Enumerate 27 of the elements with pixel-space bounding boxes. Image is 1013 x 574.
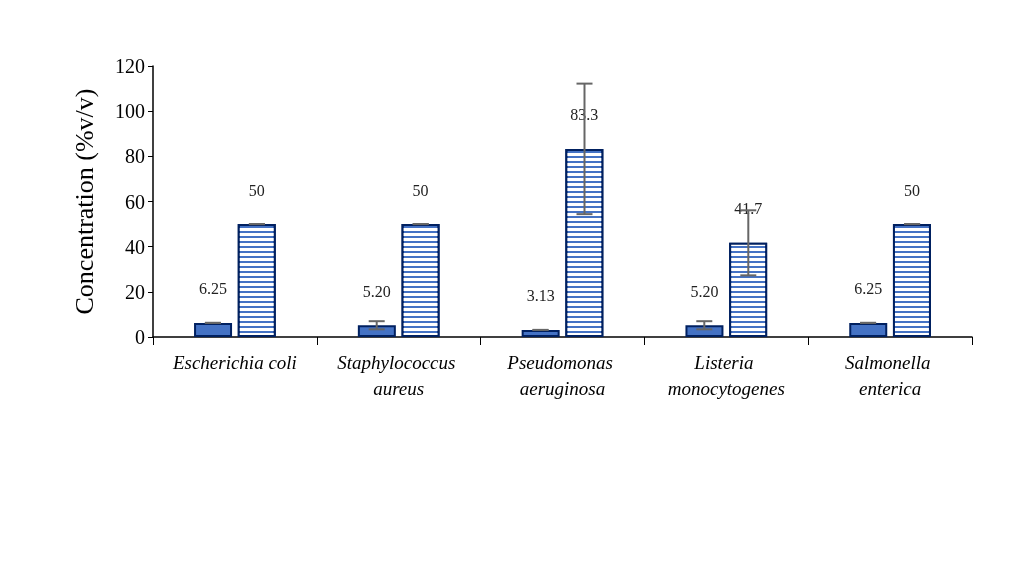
y-axis-title: Concentration (%v/v) — [69, 88, 99, 315]
bar — [357, 325, 396, 337]
data-label: 41.7 — [734, 200, 763, 218]
y-tick-label: 0 — [135, 326, 145, 348]
bar — [521, 329, 560, 337]
data-label: 3.13 — [526, 287, 555, 305]
y-tick-label: 120 — [115, 55, 145, 77]
bar — [685, 325, 724, 337]
bar — [194, 322, 233, 337]
data-label: 50 — [903, 181, 920, 199]
x-tick-label: Listeria monocytogenes — [667, 351, 785, 399]
x-tick-label: Pseudomonas aeruginosa — [506, 351, 618, 399]
data-label: 5.20 — [362, 282, 391, 300]
bar — [849, 322, 888, 337]
data-label: 50 — [248, 181, 265, 199]
y-tick-label: 20 — [125, 280, 145, 303]
x-tick-label: Salmonella enterica — [844, 351, 936, 399]
x-tick-label: Escherichia coli — [171, 351, 297, 373]
data-label: 50 — [412, 181, 429, 199]
data-label: 6.25 — [199, 280, 228, 298]
data-label: 5.20 — [690, 282, 719, 300]
y-tick-label: 60 — [125, 190, 145, 213]
y-tick-label: 100 — [115, 100, 145, 123]
x-tick-label: Staphylococcus aureus — [337, 351, 461, 399]
data-label: 6.25 — [854, 280, 883, 298]
y-tick-label: 40 — [125, 235, 145, 258]
y-tick-label: 80 — [125, 145, 145, 168]
